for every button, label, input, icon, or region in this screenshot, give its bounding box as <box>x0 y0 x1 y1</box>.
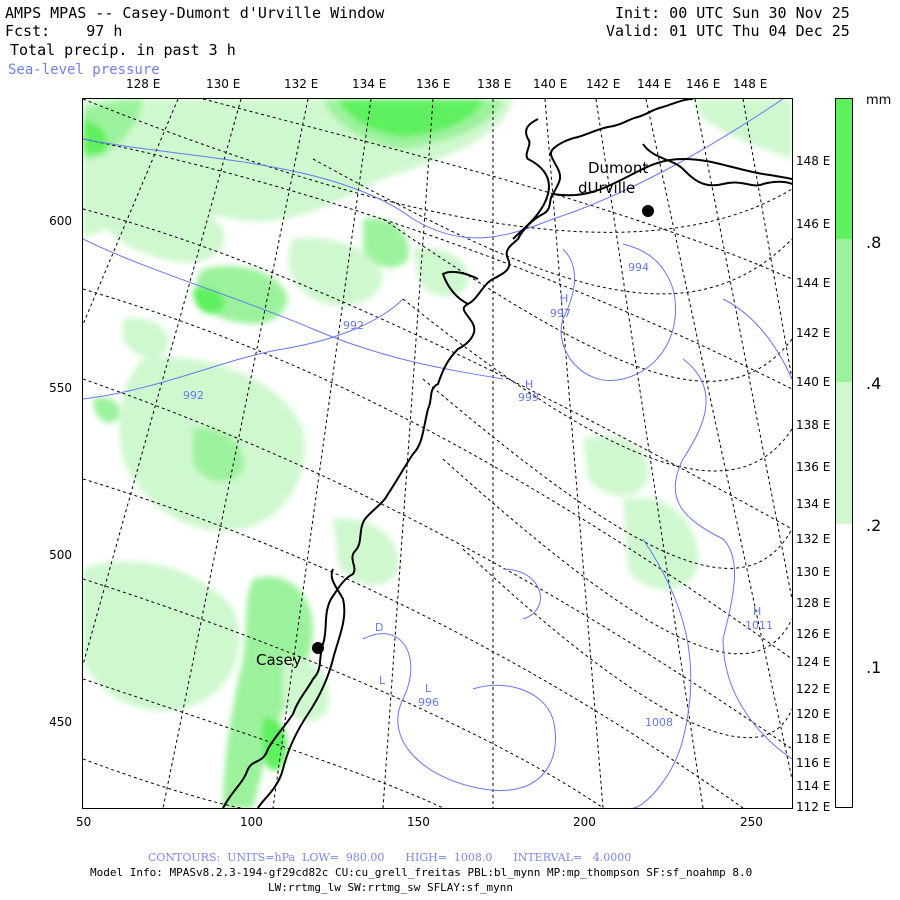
colorbar-unit: mm <box>866 93 892 108</box>
colorbar-segment-min <box>836 524 852 807</box>
pressure-label: 1008 <box>645 716 673 729</box>
field-slp-label: Sea-level pressure <box>8 62 160 78</box>
right-tick: 142 E <box>796 326 831 340</box>
right-tick: 114 E <box>796 779 831 793</box>
casey-station-marker <box>312 642 324 654</box>
pressure-labels: 992 992 994 997 999 996 1011 1008 H H H … <box>183 261 773 729</box>
map-panel: Casey Dumont dUrville 992 992 994 997 99… <box>82 98 793 809</box>
valid-time: Valid: 01 UTC Thu 04 Dec 25 <box>606 22 850 40</box>
left-tick: 600 <box>49 214 72 228</box>
pressure-label: 992 <box>183 389 204 402</box>
left-tick: 450 <box>49 715 72 729</box>
right-tick: 138 E <box>796 418 831 432</box>
dumont-durville-station-marker <box>642 205 654 217</box>
pressure-center: D <box>375 621 383 634</box>
pressure-center: H <box>753 605 761 618</box>
bottom-tick: 50 <box>76 815 92 829</box>
contour-info: CONTOURS: UNITS=hPa LOW= 980.00 HIGH= 10… <box>148 851 632 864</box>
colorbar-label: .2 <box>866 516 882 535</box>
bottom-tick: 150 <box>407 815 430 829</box>
dumont-label-line2: dUrville <box>578 179 635 197</box>
pressure-label: 997 <box>550 307 571 320</box>
right-tick: 116 E <box>796 756 831 770</box>
colorbar-segment-high <box>836 99 852 239</box>
top-tick: 146 E <box>686 77 721 91</box>
right-tick: 144 E <box>796 276 831 290</box>
top-tick: 148 E <box>733 77 768 91</box>
pressure-label: 992 <box>343 319 364 332</box>
pressure-label: 999 <box>518 391 539 404</box>
coastline <box>222 99 792 808</box>
right-tick: 122 E <box>796 682 831 696</box>
top-tick: 142 E <box>586 77 621 91</box>
right-tick: 112 E <box>796 800 831 814</box>
left-tick: 500 <box>49 548 72 562</box>
right-tick: 134 E <box>796 497 831 511</box>
top-tick: 144 E <box>637 77 672 91</box>
bottom-tick: 200 <box>573 815 596 829</box>
top-tick: 128 E <box>126 77 161 91</box>
colorbar-label: .1 <box>866 658 882 677</box>
right-tick: 132 E <box>796 532 831 546</box>
colorbar-label: .8 <box>866 233 882 252</box>
precip-shading <box>83 99 792 808</box>
colorbar-segment-mid <box>836 239 852 382</box>
colorbar-label: .4 <box>866 374 882 393</box>
pressure-label: 1011 <box>745 619 773 632</box>
right-tick: 130 E <box>796 565 831 579</box>
right-tick: 148 E <box>796 154 831 168</box>
top-tick: 136 E <box>416 77 451 91</box>
right-tick: 120 E <box>796 707 831 721</box>
model-info: Model Info: MPASv8.2.3-194-gf29cd82c CU:… <box>90 866 753 879</box>
right-tick: 136 E <box>796 460 831 474</box>
right-tick: 126 E <box>796 627 831 641</box>
right-tick: 118 E <box>796 732 831 746</box>
bottom-tick: 100 <box>240 815 263 829</box>
top-tick: 134 E <box>352 77 387 91</box>
top-tick: 138 E <box>477 77 512 91</box>
right-tick: 146 E <box>796 217 831 231</box>
lat-lon-grid <box>83 99 792 808</box>
pressure-center: L <box>379 674 386 687</box>
pressure-center: H <box>525 378 533 391</box>
init-time: Init: 00 UTC Sun 30 Nov 25 <box>615 4 850 22</box>
field-precip-label: Total precip. in past 3 h <box>10 41 236 59</box>
top-tick: 132 E <box>284 77 319 91</box>
right-tick: 140 E <box>796 375 831 389</box>
pressure-center: H <box>560 292 568 305</box>
fcst-value: 97 h <box>86 22 123 40</box>
model-info-line2: LW:rrtmg_lw SW:rrtmg_sw SFLAY:sf_mynn <box>268 881 514 894</box>
pressure-contours <box>83 99 792 808</box>
pressure-center: L <box>425 682 432 695</box>
forecast-hour: Fcst: 97 h <box>5 22 122 40</box>
top-tick: 130 E <box>206 77 241 91</box>
fcst-label: Fcst: <box>5 22 51 40</box>
top-tick: 140 E <box>533 77 568 91</box>
map-canvas: Casey Dumont dUrville 992 992 994 997 99… <box>83 99 792 808</box>
right-tick: 128 E <box>796 596 831 610</box>
casey-label: Casey <box>256 651 302 669</box>
left-tick: 550 <box>49 381 72 395</box>
precip-colorbar <box>835 98 853 808</box>
right-tick: 124 E <box>796 655 831 669</box>
bottom-tick: 250 <box>740 815 763 829</box>
map-title: AMPS MPAS -- Casey-Dumont d'Urville Wind… <box>5 4 385 22</box>
pressure-label: 994 <box>628 261 649 274</box>
dumont-label-line1: Dumont <box>588 159 648 177</box>
colorbar-segment-low <box>836 382 852 524</box>
pressure-label: 996 <box>418 696 439 709</box>
